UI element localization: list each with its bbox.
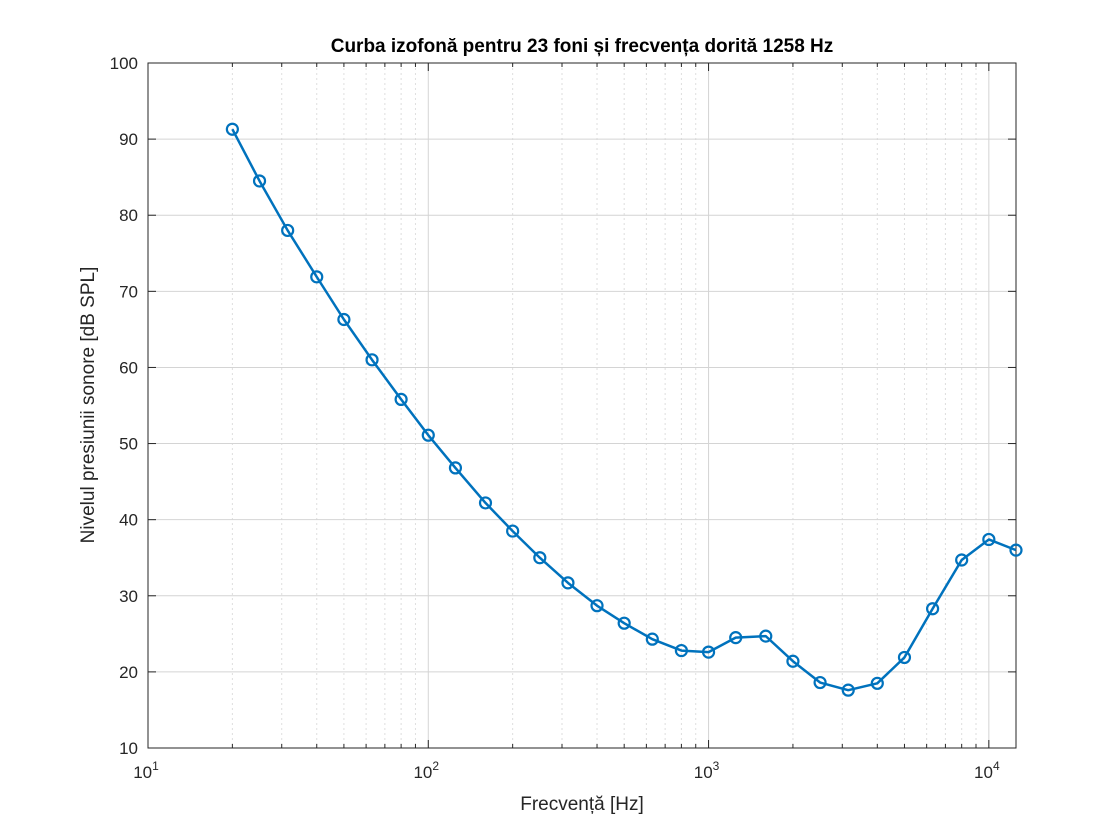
data-point <box>561 576 575 590</box>
data-point <box>841 683 855 697</box>
axis-ticks <box>147 62 1016 749</box>
y-axis-label: Nivelul presiunii sonore [dB SPL] <box>78 267 99 544</box>
data-point <box>897 650 912 665</box>
data-point <box>955 553 969 567</box>
data-point <box>759 629 773 643</box>
data-point <box>281 223 295 238</box>
y-tick-label: 90 <box>119 130 138 149</box>
data-point <box>337 312 351 327</box>
data-point <box>925 602 940 616</box>
data-point <box>813 675 827 690</box>
y-tick-label: 20 <box>119 663 138 682</box>
data-point <box>421 428 435 442</box>
minor-grid <box>231 63 977 748</box>
data-point <box>701 645 716 659</box>
y-tick-label: 60 <box>119 358 138 377</box>
data-point <box>506 524 520 538</box>
plot-background <box>148 63 1016 748</box>
data-point <box>394 392 408 407</box>
series-line <box>231 128 1017 692</box>
data-point <box>478 496 493 510</box>
data-point <box>674 643 688 658</box>
y-tick-label: 70 <box>119 282 138 301</box>
y-tick-labels: 10 20 30 40 50 60 70 80 90 100 <box>110 54 138 758</box>
data-point <box>870 676 884 690</box>
data-point <box>982 532 996 547</box>
x-axis-label: Frecvență [Hz] <box>520 794 644 815</box>
data-point <box>365 353 379 367</box>
data-point <box>310 270 324 284</box>
y-tick-label: 50 <box>119 435 138 454</box>
data-point <box>617 616 631 630</box>
x-tick-label: 101 <box>133 759 159 782</box>
x-tick-label: 102 <box>413 759 439 782</box>
data-point <box>448 461 463 475</box>
x-tick-label: 104 <box>974 759 1000 782</box>
y-tick-label: 100 <box>110 54 138 73</box>
chart-title: Curba izofonă pentru 23 foni și frecvenț… <box>331 36 834 57</box>
major-grid <box>148 63 1016 748</box>
data-point <box>533 551 547 565</box>
data-point <box>786 654 800 668</box>
y-tick-label: 40 <box>119 511 138 530</box>
series-layer <box>225 122 1023 697</box>
data-point <box>590 599 604 613</box>
plot-frame <box>147 62 1017 749</box>
data-point <box>729 631 743 645</box>
x-tick-labels: 101 102 103 104 <box>133 759 1000 782</box>
data-point <box>225 122 239 136</box>
y-tick-label: 10 <box>119 739 138 758</box>
data-point <box>645 632 659 646</box>
data-point <box>252 174 267 188</box>
x-tick-label: 103 <box>694 759 720 782</box>
y-tick-label: 30 <box>119 587 138 606</box>
y-tick-label: 80 <box>119 206 138 225</box>
data-point <box>1009 543 1023 557</box>
